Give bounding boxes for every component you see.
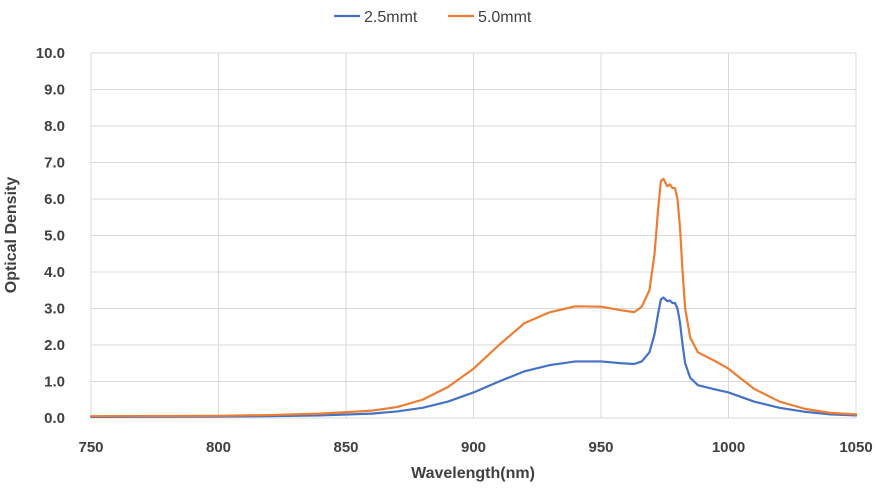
series-lines — [89, 177, 858, 418]
y-tick-label: 9.0 — [44, 82, 65, 99]
y-tick-label: 2.0 — [44, 337, 65, 354]
x-axis-ticks: 750 800 850 900 950 1000 1050 — [78, 439, 872, 456]
y-axis-ticks: 0.0 1.0 2.0 3.0 4.0 5.0 6.0 7.0 8.0 9.0 10.0 — [36, 45, 65, 427]
x-tick-label: 1050 — [839, 439, 872, 456]
y-tick-label: 4.0 — [44, 264, 65, 281]
series-line-2 — [89, 177, 858, 418]
legend: 2.5mmt 5.0mmt — [334, 9, 532, 26]
y-tick-label: 3.0 — [44, 301, 65, 318]
legend-label-1: 2.5mmt — [364, 9, 418, 26]
y-tick-label: 8.0 — [44, 118, 65, 135]
y-tick-label: 6.0 — [44, 191, 65, 208]
x-tick-label: 850 — [333, 439, 358, 456]
y-tick-label: 10.0 — [36, 45, 65, 62]
y-tick-label: 7.0 — [44, 155, 65, 172]
legend-label-2: 5.0mmt — [478, 9, 532, 26]
y-axis-title: Optical Density — [3, 177, 20, 294]
grid — [90, 52, 857, 419]
x-tick-label: 800 — [206, 439, 231, 456]
x-tick-label: 950 — [588, 439, 613, 456]
y-tick-label: 0.0 — [44, 410, 65, 427]
x-axis-title: Wavelength(nm) — [411, 465, 535, 482]
x-tick-label: 1000 — [712, 439, 745, 456]
y-tick-label: 5.0 — [44, 228, 65, 245]
y-tick-label: 1.0 — [44, 374, 65, 391]
x-tick-label: 750 — [78, 439, 103, 456]
x-tick-label: 900 — [461, 439, 486, 456]
series-line-1 — [89, 296, 858, 418]
